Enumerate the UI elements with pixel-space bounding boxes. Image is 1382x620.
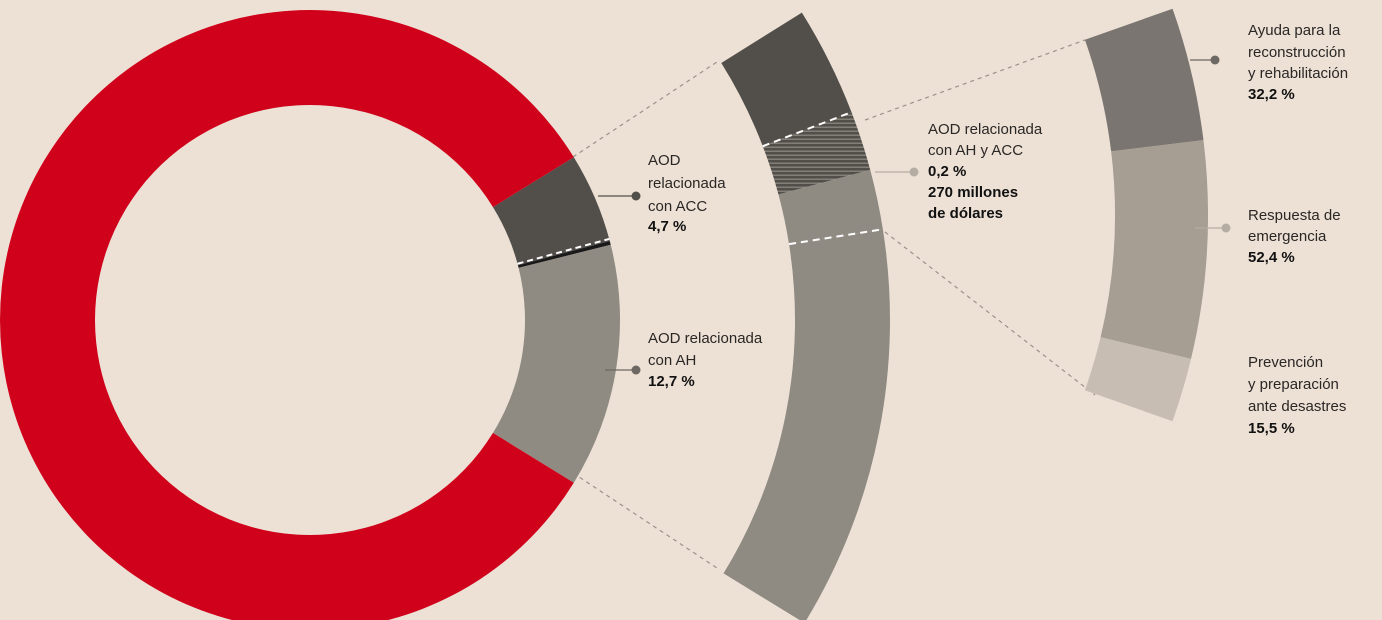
label-line: reconstrucción	[1248, 44, 1346, 61]
label-line: AOD relacionada	[648, 330, 763, 347]
amount-label: 270 millones	[928, 184, 1018, 201]
label-line: Respuesta de	[1248, 207, 1341, 224]
label-line: relacionada	[648, 175, 726, 192]
label-line: AOD	[648, 152, 681, 169]
leader-dot	[631, 365, 641, 375]
label-line: Ayuda para la	[1248, 22, 1341, 39]
leader-dot	[909, 167, 919, 177]
donut-segment	[492, 157, 610, 266]
connectors	[572, 39, 1096, 571]
donut-segment	[0, 10, 574, 620]
breakdown-segment	[1084, 8, 1204, 152]
label-line: AOD relacionada	[928, 121, 1043, 138]
value-label: 0,2 %	[928, 163, 966, 180]
label-line: ante desastres	[1248, 398, 1346, 415]
value-label: 12,7 %	[648, 373, 695, 390]
labels: AOD relacionada con ACC 4,7 % AOD relacionad…	[598, 22, 1348, 437]
value-label: 15,5 %	[1248, 420, 1295, 437]
leader-dot	[631, 191, 641, 201]
dashed-divider	[517, 237, 610, 265]
label-line: emergencia	[1248, 228, 1327, 245]
breakdown-segment	[1100, 140, 1209, 359]
zoom-overlap	[762, 112, 871, 195]
donut-segment	[517, 241, 611, 268]
label-line: con AH	[648, 352, 696, 369]
amount-label: de dólares	[928, 205, 1003, 222]
leader-dot	[1210, 55, 1220, 65]
dashed-divider	[762, 111, 852, 148]
label-line: y preparación	[1248, 376, 1339, 393]
zoom-segment	[723, 229, 890, 620]
label-line: Prevención	[1248, 354, 1323, 371]
zoom-overlap	[778, 169, 883, 245]
value-label: 4,7 %	[648, 218, 686, 235]
value-label: 32,2 %	[1248, 86, 1295, 103]
label-line: con AH y ACC	[928, 142, 1023, 159]
zoom-segment	[721, 12, 852, 147]
leader-dot	[1221, 223, 1231, 233]
label-line: con ACC	[648, 198, 707, 215]
label-line: y rehabilitación	[1248, 65, 1348, 82]
marks	[0, 8, 1209, 620]
breakdown-segment	[1084, 337, 1192, 422]
value-label: 52,4 %	[1248, 249, 1295, 266]
dashed-divider	[788, 228, 884, 246]
donut-segment	[492, 244, 620, 483]
